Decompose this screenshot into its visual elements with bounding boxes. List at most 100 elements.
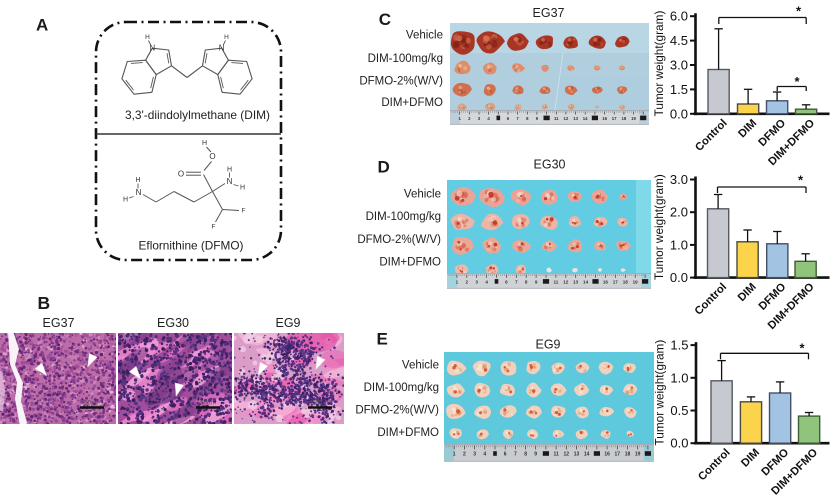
svg-text:19: 19 <box>635 452 641 458</box>
svg-text:11: 11 <box>553 452 559 458</box>
svg-text:16: 16 <box>604 452 610 458</box>
svg-text:13: 13 <box>573 280 579 285</box>
svg-text:N: N <box>227 177 233 186</box>
svg-text:*: * <box>798 173 804 188</box>
svg-text:3: 3 <box>473 452 476 458</box>
svg-text:6: 6 <box>504 452 507 458</box>
svg-text:7: 7 <box>514 452 517 458</box>
svg-text:Tumor weight(gram): Tumor weight(gram) <box>652 11 666 117</box>
svg-text:9: 9 <box>536 116 539 121</box>
svg-text:2: 2 <box>463 452 466 458</box>
svg-text:H: H <box>202 140 207 147</box>
svg-text:H: H <box>135 177 140 184</box>
svg-text:H: H <box>227 167 232 174</box>
svg-text:1.0: 1.0 <box>670 237 688 252</box>
svg-text:1.5: 1.5 <box>670 338 688 353</box>
svg-text:DIM: DIM <box>739 447 762 470</box>
svg-text:N: N <box>219 44 225 53</box>
svg-text:0.0: 0.0 <box>670 106 688 121</box>
svg-text:1.5: 1.5 <box>670 82 688 97</box>
svg-text:18: 18 <box>625 452 631 458</box>
svg-text:DIM+DFMO: DIM+DFMO <box>381 97 443 109</box>
svg-text:H: H <box>145 34 150 41</box>
svg-text:7: 7 <box>515 280 518 285</box>
svg-text:1: 1 <box>456 280 459 285</box>
svg-text:Eflornithine (DFMO): Eflornithine (DFMO) <box>139 239 244 253</box>
svg-text:3,3'-diindolylmethane (DIM): 3,3'-diindolylmethane (DIM) <box>125 108 270 122</box>
svg-text:4: 4 <box>485 280 488 285</box>
svg-text:7: 7 <box>516 116 519 121</box>
svg-text:N: N <box>136 188 142 197</box>
svg-text:DIM-100mg/kg: DIM-100mg/kg <box>366 211 441 223</box>
svg-text:*: * <box>794 74 800 89</box>
svg-text:EG30: EG30 <box>157 316 189 330</box>
svg-text:9: 9 <box>535 280 538 285</box>
svg-text:F: F <box>242 208 246 215</box>
svg-text:18: 18 <box>622 116 627 121</box>
svg-text:4: 4 <box>487 116 490 121</box>
svg-text:Control: Control <box>696 447 733 484</box>
svg-text:3.0: 3.0 <box>670 58 688 73</box>
svg-text:8: 8 <box>526 116 529 121</box>
svg-text:50µm: 50µm <box>84 400 100 407</box>
svg-text:14: 14 <box>583 280 589 285</box>
svg-text:1: 1 <box>453 452 456 458</box>
svg-text:4.5: 4.5 <box>670 33 688 48</box>
svg-text:4: 4 <box>483 452 486 458</box>
svg-text:EG37: EG37 <box>533 6 565 20</box>
svg-text:0.0: 0.0 <box>670 270 688 285</box>
svg-text:6.0: 6.0 <box>670 9 688 24</box>
svg-text:12: 12 <box>564 452 570 458</box>
svg-text:2: 2 <box>468 116 471 121</box>
svg-text:N: N <box>149 44 155 53</box>
svg-text:*: * <box>799 341 805 356</box>
svg-text:EG9: EG9 <box>275 316 300 330</box>
svg-text:11: 11 <box>554 116 559 121</box>
svg-text:12: 12 <box>563 280 569 285</box>
svg-text:Vehicle: Vehicle <box>404 189 441 201</box>
svg-text:13: 13 <box>573 116 578 121</box>
svg-text:H: H <box>123 197 128 204</box>
svg-text:Vehicle: Vehicle <box>402 360 439 372</box>
svg-text:DIM-100mg/kg: DIM-100mg/kg <box>368 53 443 65</box>
svg-text:17: 17 <box>615 452 621 458</box>
svg-text:O: O <box>209 152 215 161</box>
svg-text:2.0: 2.0 <box>670 205 688 220</box>
svg-text:0.5: 0.5 <box>670 403 688 418</box>
svg-text:DIM: DIM <box>736 281 759 304</box>
svg-text:3.0: 3.0 <box>670 172 688 187</box>
svg-text:Control: Control <box>693 281 730 318</box>
svg-text:8: 8 <box>525 280 528 285</box>
svg-text:11: 11 <box>553 280 558 285</box>
svg-text:EG9: EG9 <box>535 337 560 351</box>
svg-text:DFMO-2%(W/V): DFMO-2%(W/V) <box>357 234 441 246</box>
svg-text:50µm: 50µm <box>312 400 328 407</box>
svg-text:EG37: EG37 <box>43 316 75 330</box>
svg-text:3: 3 <box>475 280 478 285</box>
svg-text:19: 19 <box>631 116 636 121</box>
svg-text:A: A <box>36 16 48 35</box>
svg-text:16: 16 <box>603 280 609 285</box>
svg-text:DIM-100mg/kg: DIM-100mg/kg <box>364 382 439 394</box>
svg-text:H: H <box>240 185 245 192</box>
svg-text:0.0: 0.0 <box>670 436 688 451</box>
svg-text:16: 16 <box>602 116 607 121</box>
svg-text:14: 14 <box>583 116 588 121</box>
svg-text:8: 8 <box>524 452 527 458</box>
svg-text:2: 2 <box>466 280 469 285</box>
svg-text:DFMO-2%(W/V): DFMO-2%(W/V) <box>359 76 443 88</box>
svg-text:D: D <box>378 157 390 176</box>
svg-text:12: 12 <box>564 116 569 121</box>
svg-text:*: * <box>796 4 802 19</box>
svg-text:9: 9 <box>534 452 537 458</box>
svg-text:Tumor weight(gram): Tumor weight(gram) <box>653 340 667 446</box>
svg-text:O: O <box>178 170 184 179</box>
svg-text:6: 6 <box>507 116 510 121</box>
svg-text:EG30: EG30 <box>534 157 566 171</box>
svg-text:C: C <box>379 10 391 29</box>
svg-text:E: E <box>377 330 388 349</box>
svg-text:DFMO-2%(W/V): DFMO-2%(W/V) <box>355 405 439 417</box>
svg-text:17: 17 <box>613 280 619 285</box>
svg-text:14: 14 <box>584 452 590 458</box>
svg-text:Control: Control <box>693 117 730 154</box>
